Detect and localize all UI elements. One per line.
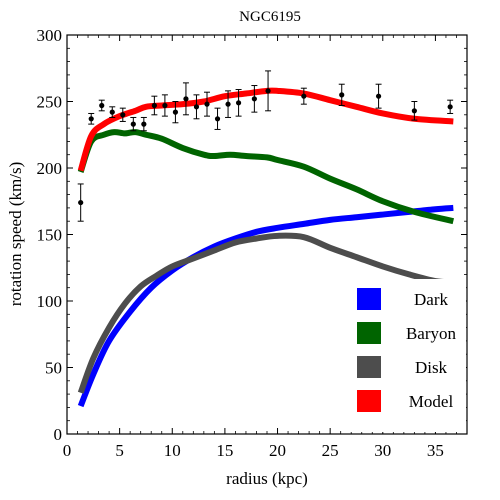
- legend-label-model: Model: [409, 392, 454, 411]
- series-lines: [77, 87, 455, 408]
- x-tick-label: 30: [374, 441, 391, 460]
- legend-swatch-model: [357, 390, 381, 412]
- legend-label-dark: Dark: [414, 290, 448, 309]
- y-tick-label: 300: [37, 26, 63, 45]
- data-point: [235, 100, 242, 106]
- x-tick-label: 20: [269, 441, 286, 460]
- axis-ticks: 0 5 10 15 20 25 30 35 0 50 100 150 200 250 300: [37, 26, 468, 460]
- data-point: [141, 121, 147, 127]
- plot-border: [66, 34, 468, 435]
- x-tick-label: 5: [115, 441, 124, 460]
- data-point: [193, 104, 200, 110]
- data-point: [375, 93, 382, 99]
- legend-swatch-dark: [357, 288, 381, 310]
- y-axis-label: rotation speed (km/s): [6, 162, 25, 306]
- y-tick-label: 250: [37, 93, 63, 112]
- data-point: [339, 92, 345, 98]
- legend-swatch-disk: [357, 356, 381, 378]
- chart-title: NGC6195: [239, 9, 301, 25]
- x-tick-label: 10: [164, 441, 181, 460]
- series-line-model: [77, 87, 454, 172]
- data-point: [204, 101, 210, 107]
- x-axis-label: radius (kpc): [226, 469, 308, 488]
- data-point: [172, 109, 179, 115]
- y-tick-label: 0: [54, 425, 63, 444]
- data-point: [130, 121, 136, 127]
- y-tick-label: 100: [37, 292, 63, 311]
- x-tick-label: 25: [322, 441, 339, 460]
- x-tick-label: 35: [427, 441, 444, 460]
- x-tick-label: 15: [216, 441, 233, 460]
- data-point: [214, 116, 221, 122]
- y-tick-label: 50: [45, 359, 62, 378]
- data-point: [225, 101, 231, 107]
- data-point: [447, 104, 453, 110]
- data-point: [411, 108, 417, 114]
- data-point: [251, 96, 257, 102]
- data-point: [151, 102, 157, 109]
- series-line-disk: [77, 232, 454, 394]
- data-point: [88, 116, 94, 122]
- data-point: [78, 199, 84, 206]
- legend-swatch-baryon: [357, 322, 381, 344]
- data-point: [109, 109, 115, 115]
- y-tick-label: 150: [37, 226, 63, 245]
- data-point: [162, 102, 168, 109]
- legend-label-disk: Disk: [415, 358, 448, 377]
- data-point: [265, 88, 271, 94]
- data-point: [99, 102, 105, 109]
- y-tick-label: 200: [37, 159, 63, 178]
- legend: Dark Baryon Disk Model: [345, 279, 466, 432]
- observation-points: [77, 70, 454, 222]
- data-point: [183, 96, 189, 102]
- x-tick-label: 0: [63, 441, 72, 460]
- series-line-baryon: [77, 129, 455, 225]
- legend-label-baryon: Baryon: [406, 324, 457, 343]
- data-point: [120, 112, 126, 118]
- series-line-dark: [77, 204, 454, 408]
- data-point: [301, 93, 307, 99]
